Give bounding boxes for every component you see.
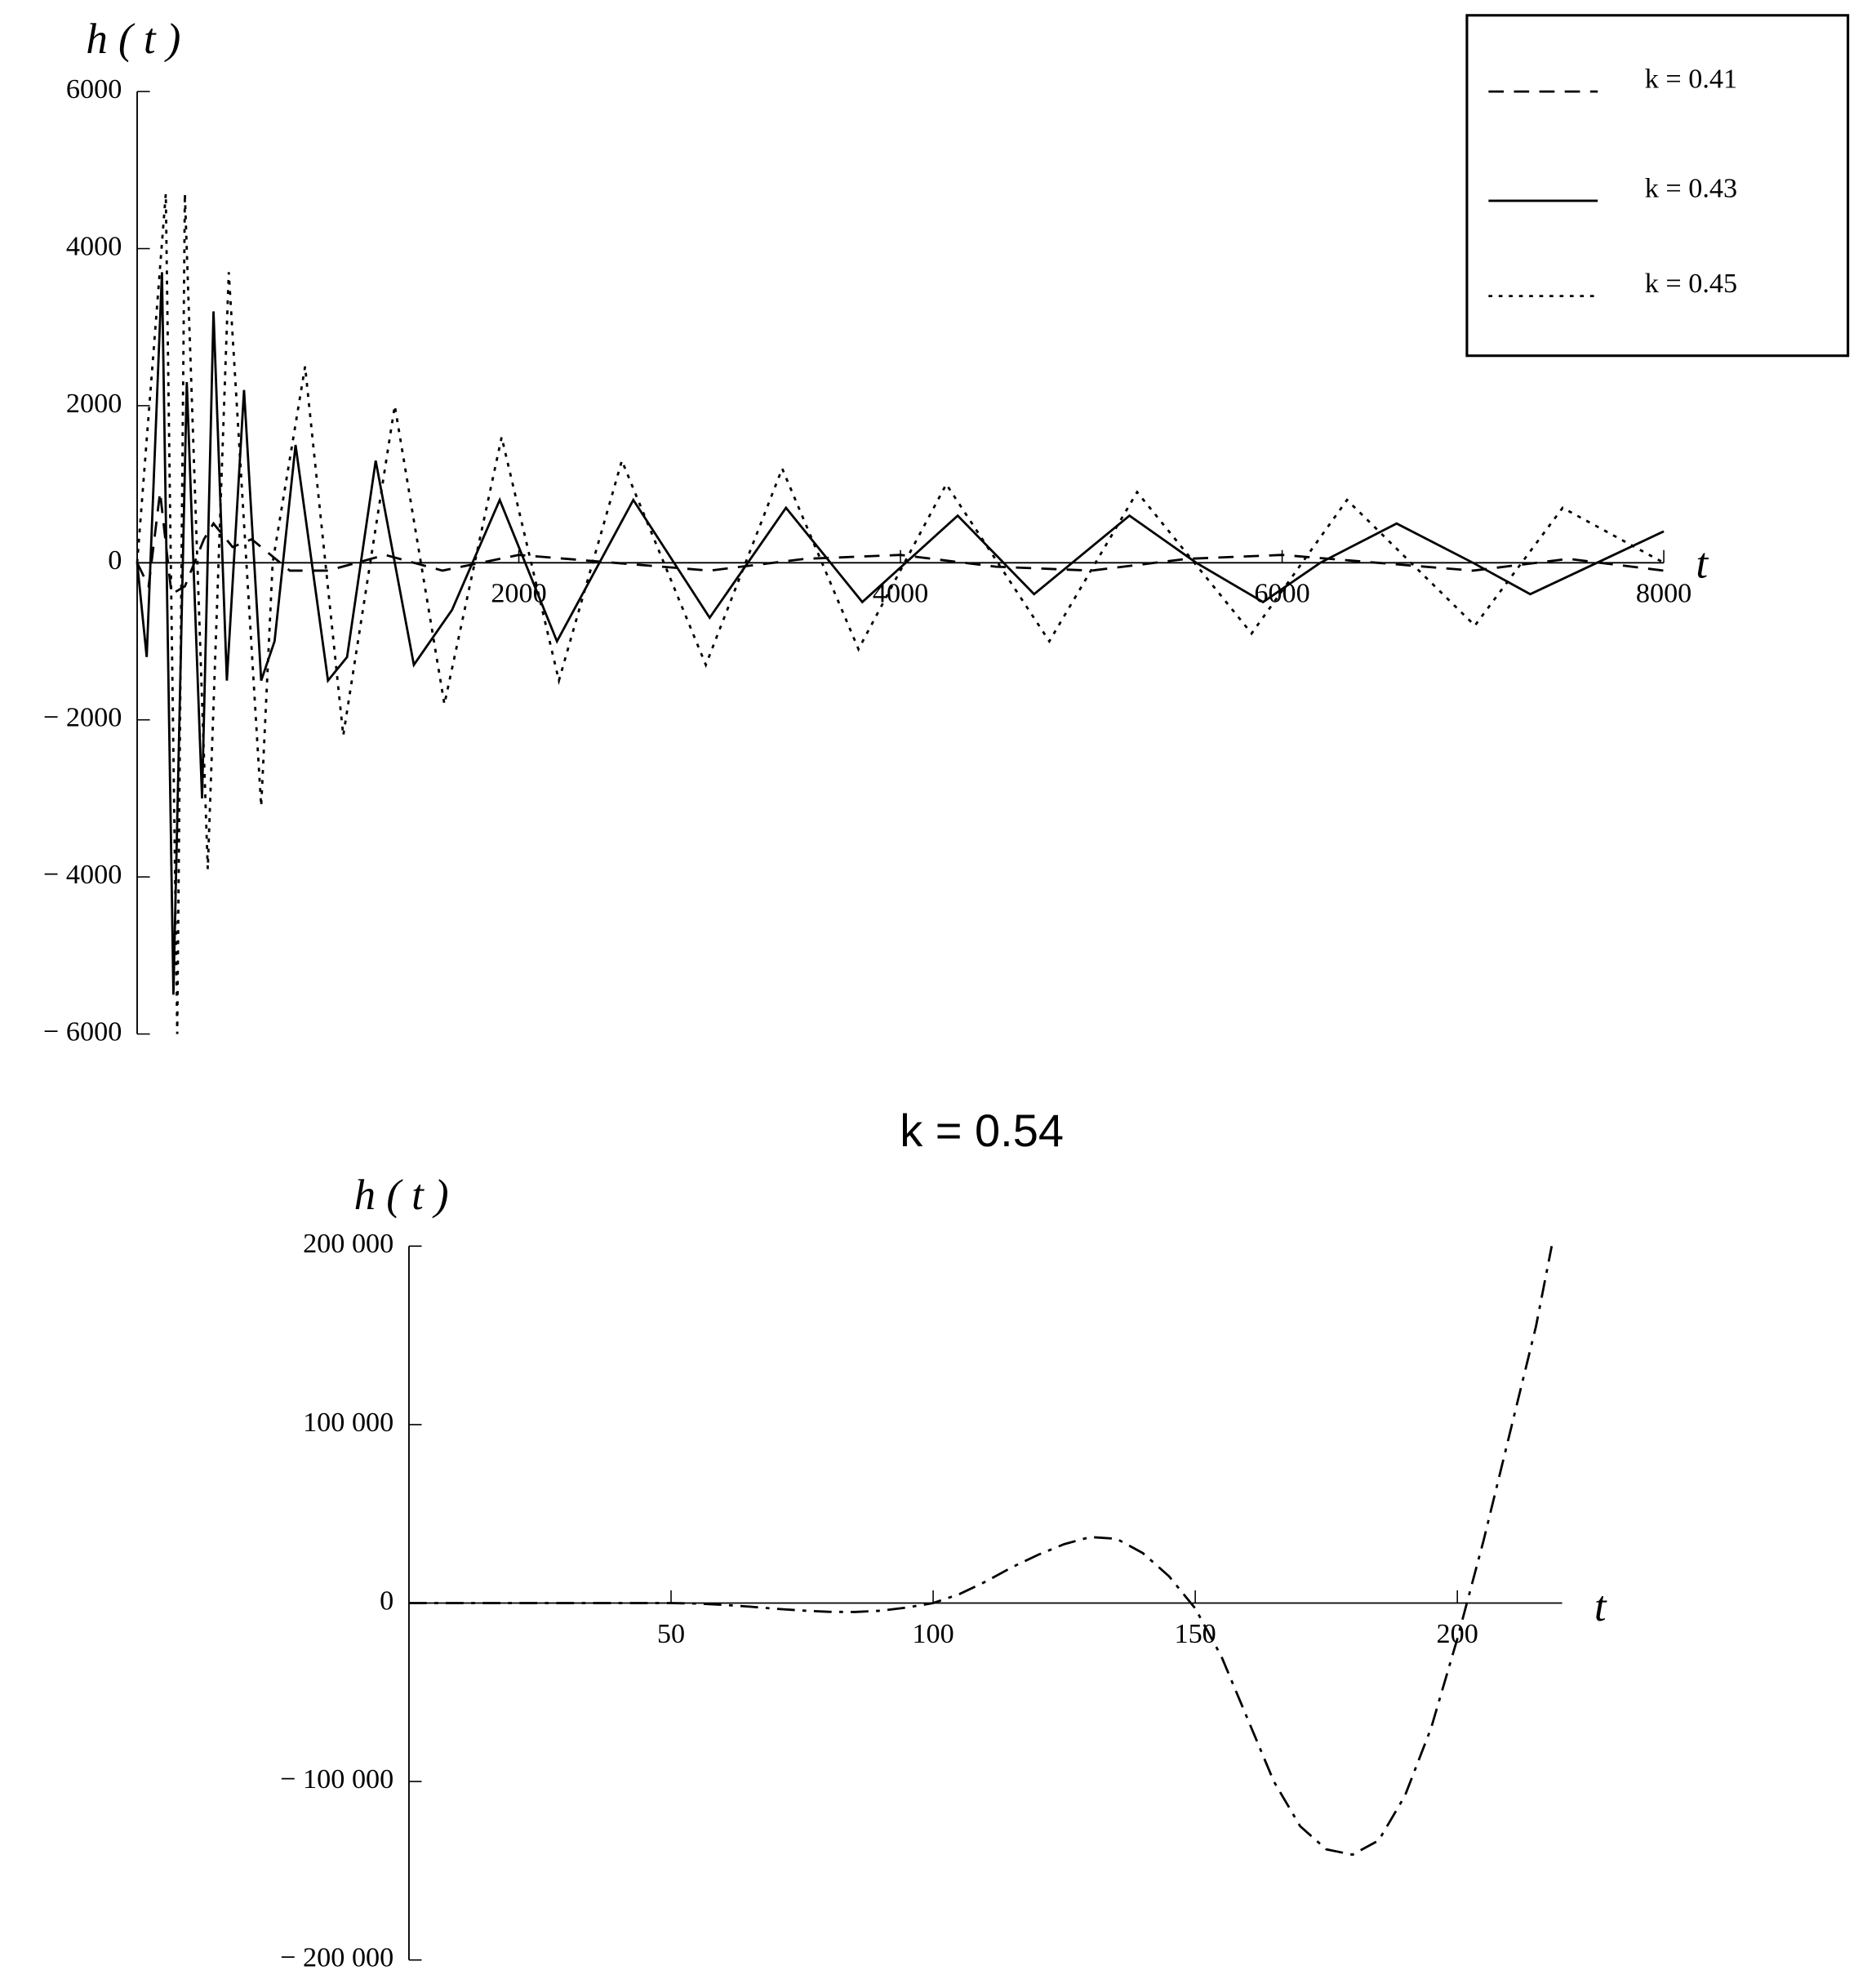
y-tick-label: 0 (108, 545, 122, 576)
x-tick-label: 6000 (1254, 579, 1309, 609)
y-tick-label: 200 000 (303, 1229, 393, 1259)
y-tick-label: − 4000 (43, 860, 122, 890)
legend-label: k = 0.45 (1645, 269, 1737, 299)
legend-box (1465, 14, 1850, 358)
x-tick-label: 200 (1437, 1619, 1478, 1649)
x-tick-label: 4000 (873, 579, 928, 609)
y-tick-label: 6000 (66, 74, 122, 105)
y-tick-label: − 100 000 (280, 1764, 393, 1795)
y-tick-label: − 6000 (43, 1016, 122, 1047)
y-tick-label: − 200 000 (280, 1943, 393, 1973)
series-line (136, 272, 1665, 995)
y-tick-label: − 2000 (43, 703, 122, 733)
y-tick-label: 2000 (66, 389, 122, 419)
series-line (408, 1246, 1554, 1857)
y-tick-label: 0 (380, 1586, 393, 1616)
y-axis-label: h ( t ) (354, 1172, 449, 1219)
x-axis-label: t (1696, 540, 1709, 588)
chart-title: k = 0.54 (900, 1105, 1064, 1156)
y-tick-label: 4000 (66, 231, 122, 261)
legend-label: k = 0.41 (1645, 64, 1737, 95)
x-tick-label: 50 (657, 1619, 685, 1649)
y-axis-label: h ( t ) (86, 16, 180, 63)
series-line (136, 193, 1665, 1034)
x-tick-label: 8000 (1636, 579, 1691, 609)
x-tick-label: 100 (912, 1619, 954, 1649)
x-axis-label: t (1594, 1583, 1607, 1630)
legend-label: k = 0.43 (1645, 173, 1737, 203)
y-tick-label: 100 000 (303, 1408, 393, 1438)
